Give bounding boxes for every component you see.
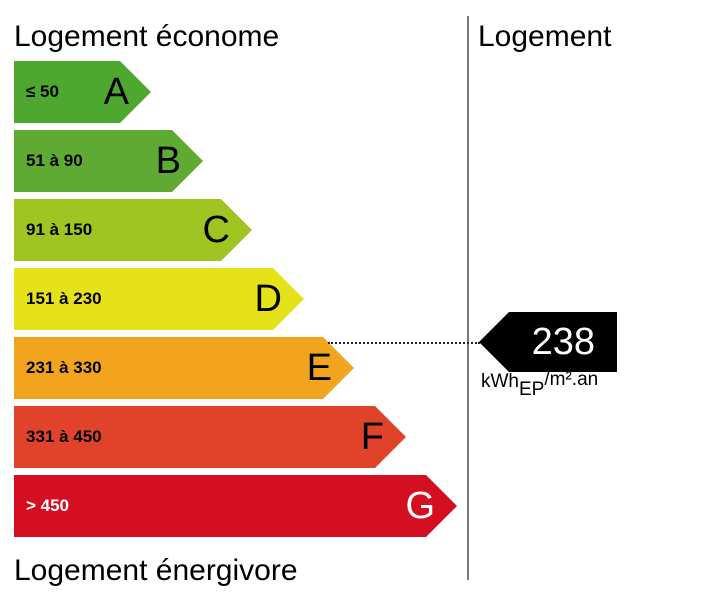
band-letter: C xyxy=(202,209,230,251)
indicator-leader-line xyxy=(328,342,480,344)
band-letter: F xyxy=(360,416,384,458)
energy-band-b: 51 à 90 B xyxy=(14,130,203,192)
band-range-label: > 450 xyxy=(26,496,70,515)
energy-band-c: 91 à 150 C xyxy=(14,199,252,261)
unit-main: kWh xyxy=(481,371,519,392)
band-letter: B xyxy=(155,140,181,182)
unit-subscript: EP xyxy=(519,379,545,400)
band-letter: G xyxy=(405,485,435,527)
header-title-logement: Logement xyxy=(478,20,612,53)
footer-title-energivore: Logement énergivore xyxy=(14,554,298,587)
consumption-marker: 238 xyxy=(479,312,617,372)
band-letter: D xyxy=(254,278,282,320)
column-divider xyxy=(467,16,469,580)
energy-band-d: 151 à 230 D xyxy=(14,268,304,330)
band-range-label: ≤ 50 xyxy=(26,82,59,101)
unit-suffix: /m².an xyxy=(544,369,599,390)
energy-band-g: > 450 G xyxy=(14,475,457,537)
band-letter: E xyxy=(306,347,332,389)
consumption-unit: kWhEP/m².an xyxy=(481,369,599,401)
header-title-econome: Logement économe xyxy=(14,20,280,53)
band-range-label: 91 à 150 xyxy=(26,220,93,239)
band-range-label: 151 à 230 xyxy=(26,289,102,308)
energy-band-a: ≤ 50 A xyxy=(14,61,151,123)
band-range-label: 231 à 330 xyxy=(26,358,102,377)
consumption-value: 238 xyxy=(531,321,595,363)
energy-band-e: 231 à 330 E xyxy=(14,337,354,399)
energy-band-f: 331 à 450 F xyxy=(14,406,406,468)
band-range-label: 331 à 450 xyxy=(26,427,102,446)
band-letter: A xyxy=(103,71,129,113)
band-range-label: 51 à 90 xyxy=(26,151,83,170)
